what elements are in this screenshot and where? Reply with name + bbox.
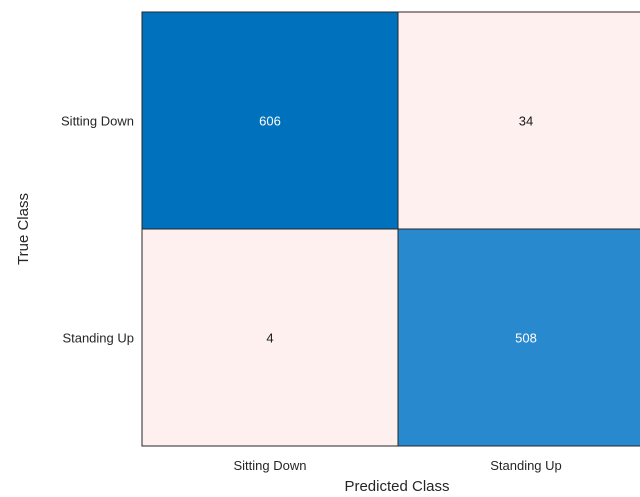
cell-value-1-1: 508 xyxy=(515,331,537,346)
x-tick-label: Sitting Down xyxy=(234,458,307,473)
matrix-cell-0-0 xyxy=(141,11,399,230)
matrix-cell-0-1 xyxy=(397,11,640,230)
cell-value-1-0: 4 xyxy=(266,331,273,346)
x-tick-label: Standing Up xyxy=(490,458,562,473)
cell-labels-layer: 606 34 4 508 xyxy=(259,114,537,346)
cell-value-0-1: 34 xyxy=(519,114,533,129)
matrix-cell-1-1 xyxy=(397,228,640,447)
y-tick-label: Standing Up xyxy=(62,331,134,346)
matrix-cell-1-0 xyxy=(141,228,399,447)
cells-layer xyxy=(141,11,640,447)
y-tick-labels: Sitting Down Standing Up xyxy=(61,114,134,346)
x-axis-label: Predicted Class xyxy=(344,478,449,495)
x-tick-labels: Sitting Down Standing Up xyxy=(234,458,562,473)
cell-value-0-0: 606 xyxy=(259,114,281,129)
y-axis-label: True Class xyxy=(15,193,32,265)
y-tick-label: Sitting Down xyxy=(61,114,134,129)
